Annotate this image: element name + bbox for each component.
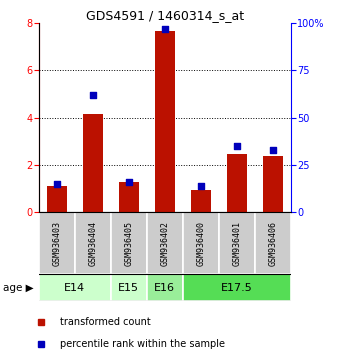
Point [90,92,96,98]
Bar [183,274,291,301]
Bar [147,274,183,301]
Bar [219,212,255,274]
Bar [191,190,211,212]
Bar [155,31,175,212]
Point [162,26,168,32]
Bar [39,274,111,301]
Bar [119,182,139,212]
Point [270,147,275,153]
Point [54,181,59,187]
Bar [75,212,111,274]
Bar [39,212,75,274]
Bar [263,156,283,212]
Text: GSM936400: GSM936400 [196,221,205,266]
Text: GSM936402: GSM936402 [160,221,169,266]
Bar [47,186,67,212]
Text: E14: E14 [64,282,86,293]
Text: GSM936401: GSM936401 [232,221,241,266]
Bar [227,154,247,212]
Bar [111,212,147,274]
Text: percentile rank within the sample: percentile rank within the sample [59,339,225,349]
Text: E16: E16 [154,282,175,293]
Text: E15: E15 [118,282,139,293]
Text: E17.5: E17.5 [221,282,252,293]
Point [198,183,203,189]
Text: transformed count: transformed count [59,317,150,327]
Point [234,143,239,149]
Bar [83,114,103,212]
Text: GSM936404: GSM936404 [88,221,97,266]
Bar [111,274,147,301]
Text: GSM936406: GSM936406 [268,221,277,266]
Text: age ▶: age ▶ [3,282,34,293]
Bar [147,212,183,274]
Bar [183,212,219,274]
Text: GSM936405: GSM936405 [124,221,133,266]
Title: GDS4591 / 1460314_s_at: GDS4591 / 1460314_s_at [86,9,244,22]
Bar [255,212,291,274]
Text: GSM936403: GSM936403 [52,221,62,266]
Point [126,179,131,185]
